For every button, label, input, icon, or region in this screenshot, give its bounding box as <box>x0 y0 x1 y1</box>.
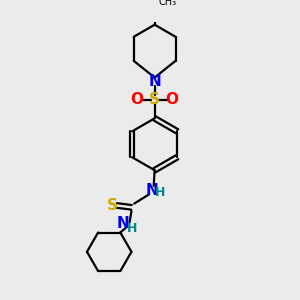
Text: H: H <box>155 186 165 199</box>
Text: N: N <box>117 217 130 232</box>
Text: H: H <box>127 222 138 235</box>
Text: O: O <box>166 92 179 107</box>
Text: S: S <box>149 92 160 107</box>
Text: N: N <box>146 183 158 198</box>
Text: CH₃: CH₃ <box>158 0 177 7</box>
Text: S: S <box>106 198 118 213</box>
Text: O: O <box>130 92 143 107</box>
Text: N: N <box>148 74 161 89</box>
